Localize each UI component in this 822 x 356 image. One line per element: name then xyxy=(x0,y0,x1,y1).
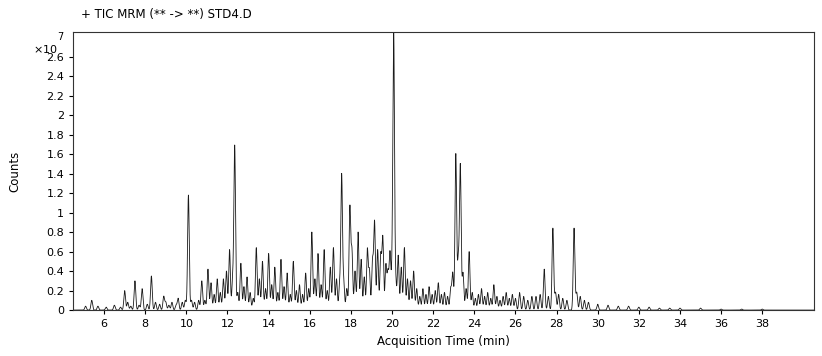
Text: 7: 7 xyxy=(57,32,63,42)
Text: $\times$10: $\times$10 xyxy=(33,43,58,56)
Y-axis label: Counts: Counts xyxy=(8,151,21,192)
X-axis label: Acquisition Time (min): Acquisition Time (min) xyxy=(377,335,510,348)
Text: + TIC MRM (** -> **) STD4.D: + TIC MRM (** -> **) STD4.D xyxy=(81,8,252,21)
